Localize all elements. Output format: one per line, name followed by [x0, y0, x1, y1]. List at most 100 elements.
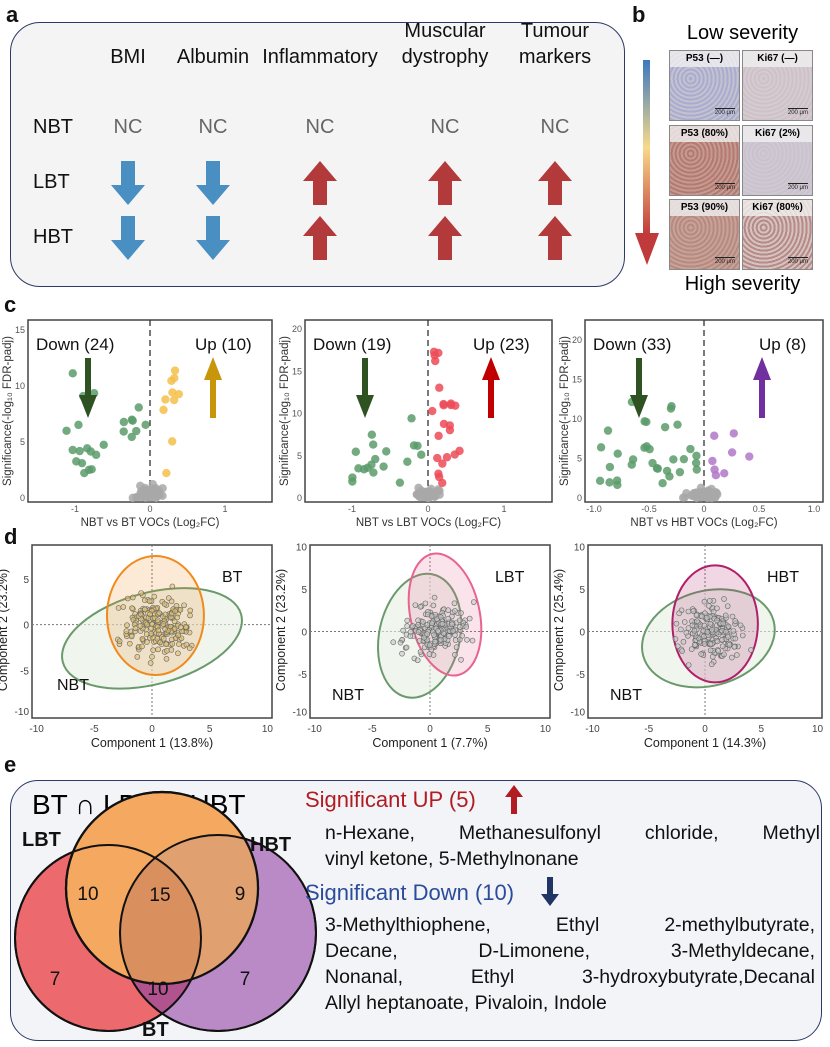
downregulated-point	[605, 478, 614, 487]
downregulated-point	[692, 465, 701, 474]
down-arrow-icon	[541, 877, 559, 906]
sample-point	[458, 610, 464, 616]
sample-point	[452, 651, 458, 658]
sample-point	[150, 647, 156, 653]
column-header-line: Tumour	[520, 20, 590, 42]
y-tick-label: -10	[293, 707, 308, 718]
sample-point	[709, 653, 716, 660]
x-axis-label: NBT vs LBT VOCs (Log₂FC)	[356, 517, 501, 529]
up-arrow-icon	[303, 161, 337, 205]
sample-point	[431, 594, 438, 601]
downregulated-point	[653, 464, 662, 473]
sample-point	[471, 599, 477, 605]
sample-point	[681, 619, 688, 625]
no-change-label: NC	[540, 116, 570, 138]
down-arrow-icon	[630, 358, 648, 418]
sample-point	[690, 608, 697, 614]
sample-point	[450, 628, 456, 634]
sample-point	[129, 605, 135, 611]
downregulated-point	[628, 455, 638, 464]
sample-point	[162, 611, 169, 618]
sample-point	[452, 608, 458, 614]
x-tick-label: 0	[701, 504, 706, 514]
sample-point	[420, 618, 426, 625]
down-list-line: 3-Methylthiophene, Ethyl 2-methylbutyrat…	[325, 914, 815, 936]
up-arrow-icon	[482, 357, 500, 418]
sample-point	[725, 623, 732, 630]
downregulated-point	[666, 404, 676, 413]
downregulated-point	[395, 478, 405, 487]
ihc-image-tile: Ki67 (2%) 200 μm	[742, 125, 813, 196]
y-tick-label: 20	[572, 335, 582, 345]
panel-label-b: b	[632, 2, 646, 27]
sample-point	[128, 633, 135, 640]
x-tick-label: -0.5	[641, 504, 657, 514]
significant-up-list: n-Hexane, Methanesulfonyl chloride, Meth…	[325, 820, 820, 872]
nonsignificant-point	[133, 492, 143, 501]
sample-point	[715, 648, 721, 654]
sample-point	[437, 636, 444, 643]
downregulated-point	[134, 403, 143, 412]
down-arrow-icon	[111, 216, 145, 260]
downregulated-point	[403, 457, 412, 466]
sample-point	[431, 632, 437, 638]
low-severity-label: Low severity	[686, 22, 799, 44]
sample-point	[417, 603, 424, 610]
sample-point	[175, 632, 181, 639]
group-label: HBT	[767, 569, 799, 586]
down-count-label: Down (24)	[36, 335, 114, 354]
sample-point	[177, 606, 184, 613]
up-arrow-icon	[303, 216, 337, 260]
ihc-image-tile: P53 (80%) 200 μm	[669, 125, 740, 196]
scale-bar: 200 μm	[714, 108, 735, 116]
sample-point	[116, 638, 123, 644]
x-tick-label: 0	[425, 504, 430, 514]
no-change-label: NC	[198, 116, 228, 138]
y-tick-label: -10	[15, 707, 30, 718]
x-tick-label: -10	[307, 724, 322, 735]
y-tick-label: -10	[571, 707, 586, 718]
y-tick-label: 10	[574, 543, 586, 554]
reference-group-label: NBT	[332, 687, 364, 704]
downregulated-point	[612, 476, 622, 485]
group-label: LBT	[495, 569, 525, 586]
upregulated-point	[433, 453, 442, 463]
sample-point	[432, 638, 438, 645]
row-label: LBT	[33, 171, 70, 193]
sample-point	[169, 641, 176, 647]
sample-point	[403, 644, 410, 651]
downregulated-point	[407, 414, 416, 423]
sample-point	[172, 608, 178, 615]
y-tick-label: 5	[20, 437, 25, 447]
upregulated-point	[451, 401, 460, 410]
down-arrow-icon	[79, 358, 97, 418]
y-axis-label: Component 2 (23.2%)	[0, 569, 10, 691]
down-arrow-icon	[356, 358, 374, 418]
sample-point	[154, 635, 161, 642]
sample-point	[183, 641, 190, 648]
ihc-stain-label: Ki67 (2%)	[743, 126, 812, 142]
downregulated-point	[382, 447, 391, 456]
up-list-line: n-Hexane, Methanesulfonyl chloride, Meth…	[325, 822, 820, 844]
downregulated-point	[127, 432, 136, 442]
sample-point	[144, 639, 150, 645]
downregulated-point	[132, 426, 141, 436]
sample-point	[169, 583, 176, 590]
sample-point	[719, 643, 726, 650]
sample-point	[424, 631, 430, 637]
upregulated-point	[434, 469, 443, 478]
sample-point	[707, 647, 714, 654]
sample-point	[428, 613, 435, 619]
downregulated-point	[660, 422, 670, 432]
scale-bar: 200 μm	[714, 257, 735, 265]
y-tick-label: -5	[20, 666, 29, 677]
y-tick-label: 15	[15, 325, 25, 335]
column-header-line: Albumin	[176, 46, 250, 68]
sample-point	[130, 594, 136, 601]
downregulated-point	[691, 458, 701, 468]
sample-point	[672, 636, 679, 642]
ihc-stain-label: P53 (—)	[670, 51, 739, 67]
sample-point	[707, 641, 714, 647]
downregulated-point	[379, 462, 388, 471]
